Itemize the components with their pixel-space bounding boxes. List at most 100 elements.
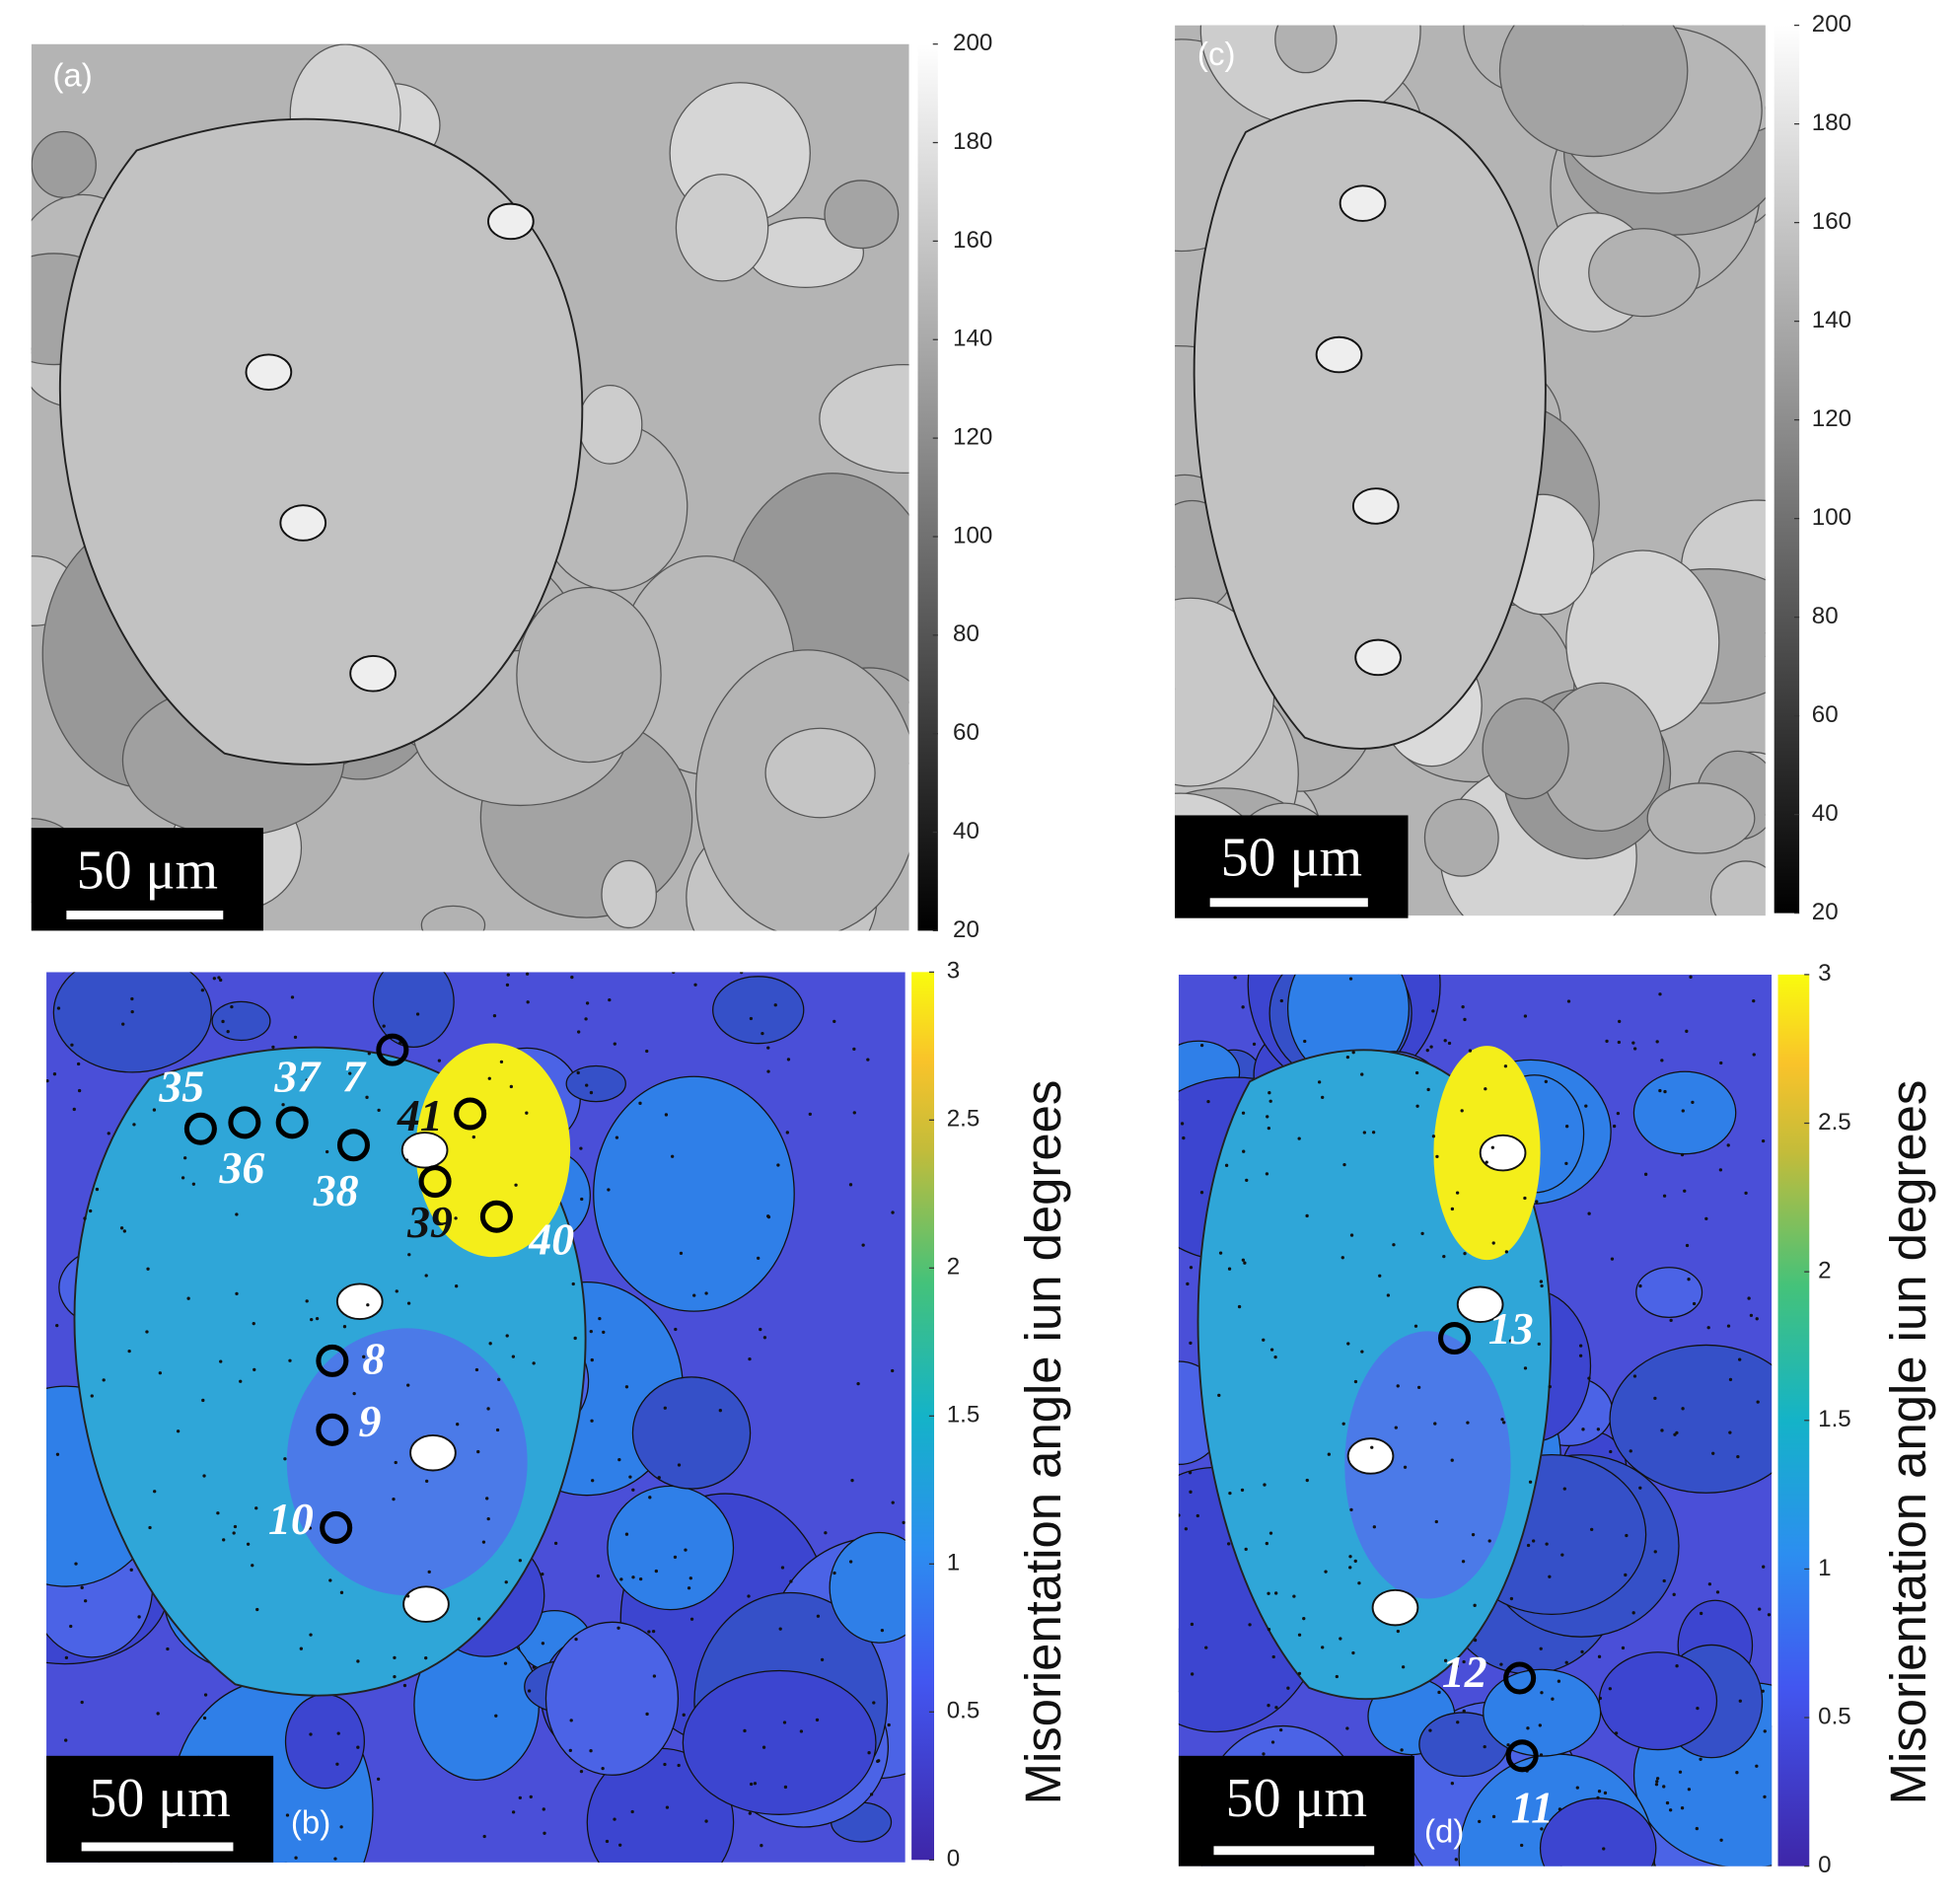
- speckle: [471, 1135, 475, 1139]
- speckle: [766, 1046, 770, 1050]
- colorbar-tick-label: 1: [1818, 1555, 1831, 1581]
- speckle: [630, 1809, 634, 1814]
- colorbar-title: Misorientation angle iun degrees: [1015, 1080, 1071, 1805]
- speckle: [1499, 1662, 1503, 1666]
- speckle: [1738, 1699, 1742, 1703]
- speckle: [1763, 1729, 1767, 1733]
- speckle: [230, 1004, 234, 1009]
- speckle: [235, 1212, 239, 1216]
- speckle: [654, 1569, 658, 1574]
- speckle: [1456, 1721, 1460, 1724]
- speckle: [246, 1542, 251, 1546]
- speckle: [1575, 1786, 1579, 1790]
- speckle: [55, 1323, 59, 1328]
- speckle: [1632, 1047, 1637, 1051]
- speckle: [1273, 1355, 1277, 1359]
- speckle: [1270, 1740, 1275, 1744]
- speckle: [1351, 1051, 1355, 1055]
- speckle: [1655, 1777, 1660, 1781]
- colorbar-tick-label: 100: [1812, 504, 1851, 531]
- speckle: [72, 1107, 76, 1112]
- speckle: [182, 1156, 187, 1160]
- speckle: [1265, 1541, 1268, 1546]
- speckle: [1602, 1847, 1606, 1851]
- indent: [1351, 487, 1400, 525]
- speckle: [1762, 1565, 1766, 1569]
- speckle: [1629, 1449, 1632, 1453]
- speckle: [1396, 1384, 1400, 1388]
- speckle: [1658, 992, 1662, 996]
- speckle: [527, 1689, 532, 1693]
- speckle: [1681, 1407, 1685, 1411]
- grain: [544, 1621, 680, 1776]
- speckle: [1416, 1385, 1421, 1390]
- speckle: [590, 1419, 594, 1423]
- speckle: [1241, 1005, 1245, 1009]
- speckle: [602, 1330, 606, 1335]
- speckle: [1473, 1603, 1477, 1607]
- grain: [819, 363, 909, 474]
- speckle: [1443, 1039, 1447, 1043]
- speckle: [1617, 1040, 1622, 1045]
- grain: [601, 859, 657, 929]
- speckle: [1665, 1800, 1670, 1805]
- colorbar-tick-label: 2: [947, 1254, 960, 1281]
- low-strain-region: [1344, 1331, 1511, 1599]
- speckle: [474, 1367, 479, 1372]
- indent: [1315, 335, 1363, 374]
- speckle: [1442, 1254, 1446, 1259]
- marker-label: 37: [273, 1051, 322, 1101]
- speckle: [525, 1111, 529, 1115]
- speckle: [222, 1538, 226, 1542]
- speckle: [1431, 1135, 1436, 1138]
- speckle: [1414, 1070, 1419, 1075]
- grain: [420, 905, 486, 931]
- indent: [335, 1282, 384, 1321]
- speckle: [46, 1078, 49, 1083]
- speckle: [1447, 1041, 1452, 1046]
- speckle: [310, 1317, 314, 1322]
- speckle: [693, 983, 697, 987]
- speckle: [1706, 1326, 1710, 1330]
- speckle: [648, 1496, 652, 1500]
- marker-label: 12: [1442, 1647, 1487, 1697]
- speckle: [808, 1112, 812, 1117]
- speckle: [1297, 1671, 1302, 1676]
- speckle: [1437, 1690, 1441, 1695]
- speckle: [1463, 1017, 1467, 1022]
- speckle: [529, 1794, 533, 1799]
- speckle: [1228, 1491, 1232, 1496]
- speckle: [663, 1762, 667, 1767]
- speckle: [1348, 1555, 1352, 1559]
- speckle: [1431, 1009, 1435, 1013]
- speckle: [573, 1336, 577, 1341]
- speckle: [415, 1012, 420, 1016]
- speckle: [762, 1336, 767, 1340]
- speckle: [1685, 1243, 1690, 1248]
- speckle: [1463, 1252, 1467, 1256]
- speckle: [1758, 1607, 1762, 1611]
- marker-circle: [320, 1510, 353, 1544]
- speckle: [506, 973, 510, 977]
- speckle: [1662, 1194, 1667, 1198]
- speckle: [591, 1479, 595, 1483]
- speckle: [601, 1766, 605, 1771]
- speckle: [309, 1633, 313, 1637]
- speckle: [684, 1548, 688, 1552]
- marker-label: 39: [406, 1197, 453, 1247]
- speckle: [576, 1070, 580, 1075]
- marker-label: 41: [397, 1090, 443, 1140]
- speckle: [1471, 1533, 1476, 1537]
- speckle: [1558, 1807, 1562, 1811]
- speckle: [1526, 1726, 1530, 1730]
- speckle: [1580, 1649, 1584, 1654]
- speckle: [1342, 1162, 1346, 1167]
- speckle: [1560, 1553, 1564, 1557]
- speckle: [1614, 1731, 1619, 1735]
- speckle: [638, 1101, 642, 1105]
- speckle: [1401, 1665, 1406, 1669]
- speckle: [1351, 1650, 1355, 1655]
- speckle: [748, 1811, 752, 1815]
- speckle: [1321, 1646, 1325, 1649]
- speckle: [252, 1322, 255, 1326]
